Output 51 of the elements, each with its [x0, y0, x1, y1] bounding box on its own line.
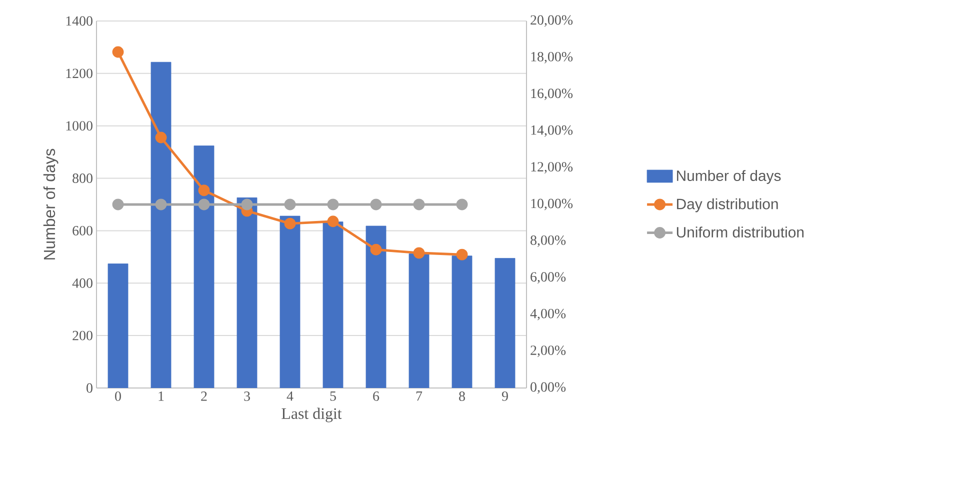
- y-axis-title: Number of days: [43, 148, 58, 260]
- point: [284, 198, 296, 210]
- y2-tick-label: 14,00%: [531, 125, 573, 137]
- y2-tick-label: 4,00%: [530, 308, 566, 320]
- y-tick-label: 1400: [66, 16, 92, 26]
- point: [370, 244, 382, 256]
- y2-tick-label: 6,00%: [530, 272, 566, 284]
- point: [327, 198, 339, 210]
- x-tick-label: 8: [459, 392, 465, 401]
- x-tick-label: 5: [330, 392, 336, 401]
- y2-tick-label: 0,00%: [530, 382, 566, 394]
- y-tick-label: 400: [72, 278, 92, 288]
- x-tick-label: 1: [158, 391, 164, 401]
- point: [112, 46, 124, 58]
- x-tick-label: 6: [373, 392, 380, 401]
- y2-tick-label: 12,00%: [531, 162, 573, 174]
- y-tick-label: 1200: [66, 68, 92, 78]
- point: [456, 198, 468, 210]
- point: [241, 198, 253, 210]
- x-tick-label: 2: [201, 392, 207, 401]
- legend-label: Uniform distribution: [676, 226, 804, 238]
- y-tick-label: 800: [72, 174, 92, 183]
- point: [413, 198, 425, 210]
- point: [456, 248, 468, 260]
- legend-label: Day distribution: [677, 198, 778, 212]
- point: [155, 132, 167, 144]
- y2-tick-label: 16,00%: [531, 88, 573, 100]
- point: [413, 247, 425, 259]
- point: [198, 184, 210, 196]
- point: [198, 198, 210, 210]
- point: [284, 218, 296, 230]
- y-tick-label: 1000: [66, 121, 92, 131]
- x-tick-label: 0: [115, 392, 121, 401]
- point: [327, 216, 339, 228]
- y2-tick-label: 18,00%: [531, 52, 573, 64]
- x-tick-label: 4: [286, 392, 294, 401]
- point: [370, 198, 382, 210]
- x-tick-label: 7: [416, 392, 422, 401]
- point: [155, 198, 167, 210]
- y2-tick-label: 20,00%: [530, 15, 573, 27]
- legend-label: Number of days: [677, 170, 781, 184]
- point: [112, 198, 124, 210]
- y-tick-label: 600: [72, 226, 92, 236]
- y2-tick-label: 2,00%: [530, 346, 566, 357]
- y2-tick-label: 8,00%: [530, 235, 566, 247]
- x-tick-label: 3: [244, 392, 250, 401]
- y-tick-label: 0: [86, 383, 92, 393]
- y-tick-label: 200: [72, 330, 92, 340]
- x-tick-label: 9: [502, 392, 508, 401]
- y2-tick-label: 10,00%: [531, 198, 573, 210]
- x-axis-title: Last digit: [282, 408, 342, 422]
